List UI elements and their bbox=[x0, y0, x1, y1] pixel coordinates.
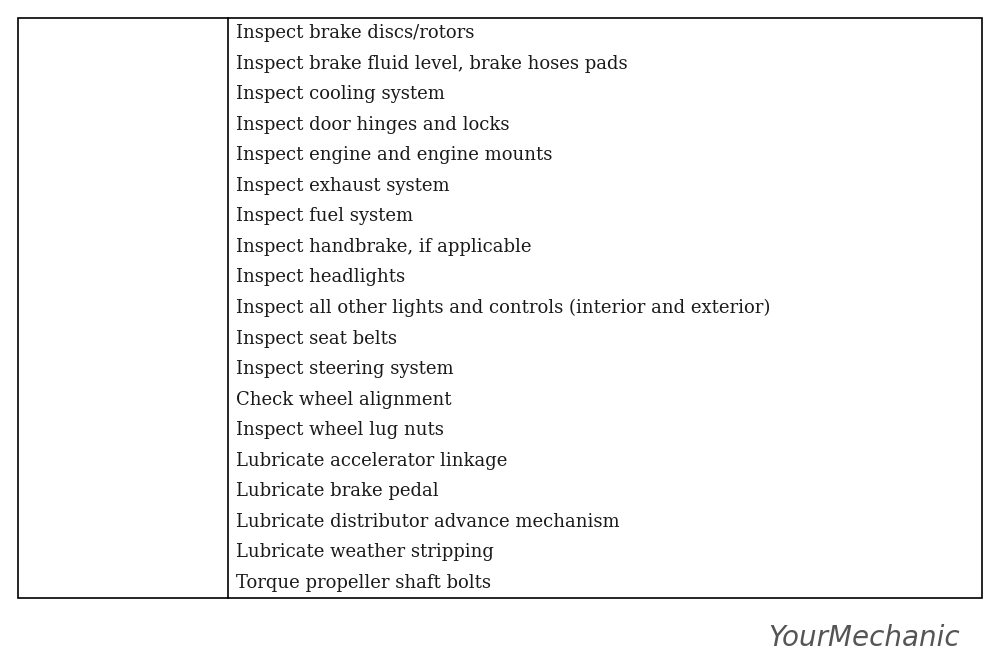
Text: Inspect seat belts: Inspect seat belts bbox=[236, 329, 397, 348]
Text: Lubricate distributor advance mechanism: Lubricate distributor advance mechanism bbox=[236, 513, 620, 531]
Text: Inspect headlights: Inspect headlights bbox=[236, 269, 405, 286]
Text: Inspect engine and engine mounts: Inspect engine and engine mounts bbox=[236, 146, 552, 164]
Bar bbox=[18, 18, 982, 598]
Text: Inspect cooling system: Inspect cooling system bbox=[236, 85, 445, 103]
Text: Lubricate brake pedal: Lubricate brake pedal bbox=[236, 482, 439, 500]
Text: YourMechanic: YourMechanic bbox=[768, 624, 960, 652]
Text: Torque propeller shaft bolts: Torque propeller shaft bolts bbox=[236, 574, 491, 592]
Text: Inspect door hinges and locks: Inspect door hinges and locks bbox=[236, 116, 510, 134]
Text: Inspect fuel system: Inspect fuel system bbox=[236, 207, 413, 225]
Text: Lubricate weather stripping: Lubricate weather stripping bbox=[236, 543, 494, 561]
Text: Inspect brake discs/rotors: Inspect brake discs/rotors bbox=[236, 24, 474, 42]
Text: Inspect wheel lug nuts: Inspect wheel lug nuts bbox=[236, 421, 444, 439]
Text: Check wheel alignment: Check wheel alignment bbox=[236, 391, 452, 409]
Text: Inspect exhaust system: Inspect exhaust system bbox=[236, 177, 450, 195]
Text: Inspect steering system: Inspect steering system bbox=[236, 360, 454, 378]
Text: Lubricate accelerator linkage: Lubricate accelerator linkage bbox=[236, 452, 507, 470]
Text: Inspect brake fluid level, brake hoses pads: Inspect brake fluid level, brake hoses p… bbox=[236, 55, 628, 73]
Text: Inspect all other lights and controls (interior and exterior): Inspect all other lights and controls (i… bbox=[236, 299, 770, 317]
Text: Inspect handbrake, if applicable: Inspect handbrake, if applicable bbox=[236, 238, 532, 256]
